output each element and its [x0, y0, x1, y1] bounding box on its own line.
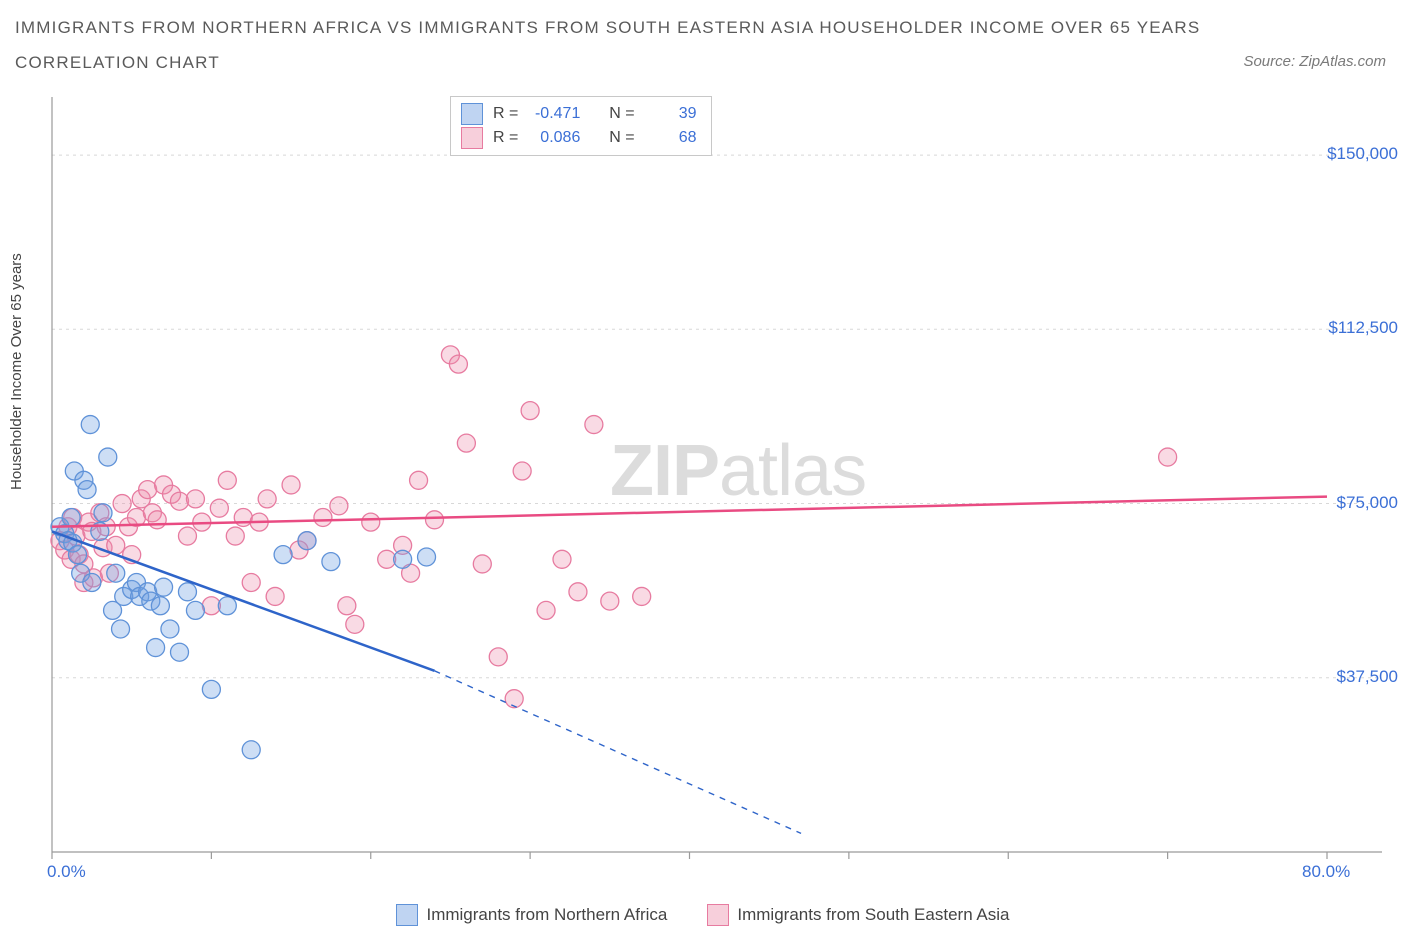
- chart-subtitle: CORRELATION CHART: [15, 53, 220, 73]
- r-value-series-1: 0.086: [528, 129, 580, 147]
- stats-row-series-1: R = 0.086 N = 68: [461, 126, 697, 150]
- swatch-series-0-icon: [396, 904, 418, 926]
- stats-row-series-0: R = -0.471 N = 39: [461, 102, 697, 126]
- x-tick-label: 80.0%: [1302, 862, 1350, 882]
- y-axis-label: Householder Income Over 65 years: [8, 253, 25, 490]
- chart-title: IMMIGRANTS FROM NORTHERN AFRICA VS IMMIG…: [15, 18, 1200, 38]
- source-attribution: Source: ZipAtlas.com: [1243, 53, 1386, 70]
- n-value-series-1: 68: [645, 129, 697, 147]
- legend-item-series-1: Immigrants from South Eastern Asia: [707, 904, 1009, 926]
- y-tick-label: $37,500: [1337, 667, 1398, 687]
- swatch-series-0: [461, 103, 483, 125]
- x-tick-label: 0.0%: [47, 862, 86, 882]
- series-legend: Immigrants from Northern Africa Immigran…: [0, 904, 1406, 926]
- legend-label-series-0: Immigrants from Northern Africa: [426, 905, 667, 925]
- y-tick-label: $150,000: [1327, 144, 1398, 164]
- swatch-series-1: [461, 127, 483, 149]
- y-tick-label: $112,500: [1328, 318, 1398, 338]
- scatter-plot: [42, 92, 1387, 882]
- stats-legend: R = -0.471 N = 39 R = 0.086 N = 68: [450, 96, 712, 156]
- r-value-series-0: -0.471: [528, 105, 580, 123]
- y-tick-label: $75,000: [1337, 493, 1398, 513]
- legend-item-series-0: Immigrants from Northern Africa: [396, 904, 667, 926]
- legend-label-series-1: Immigrants from South Eastern Asia: [737, 905, 1009, 925]
- swatch-series-1-icon: [707, 904, 729, 926]
- n-value-series-0: 39: [645, 105, 697, 123]
